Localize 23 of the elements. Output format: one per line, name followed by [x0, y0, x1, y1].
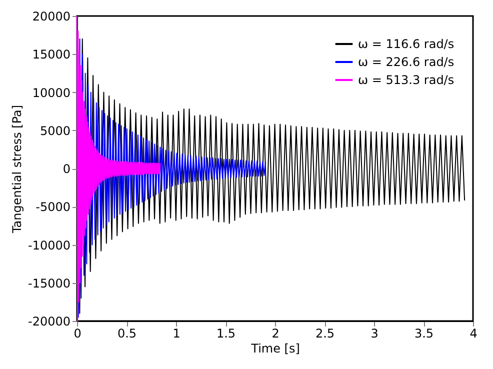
x-tick-label: 0.5 — [117, 326, 137, 340]
y-tick-label: 15000 — [32, 48, 70, 62]
legend-label: ω = 226.6 rad/s — [358, 55, 454, 69]
y-tick-label: 0 — [62, 162, 70, 176]
y-tick-label: 10000 — [32, 86, 70, 100]
x-axis-title: Time [s] — [250, 342, 300, 356]
y-tick-label: 20000 — [32, 10, 70, 24]
x-tick-label: 2 — [272, 326, 280, 340]
x-tick-label: 3 — [370, 326, 378, 340]
legend-label: ω = 116.6 rad/s — [358, 37, 454, 51]
x-tick-label: 1 — [172, 326, 180, 340]
x-tick-label: 3.5 — [414, 326, 434, 340]
x-tick-label: 2.5 — [315, 326, 335, 340]
y-tick-label: 5000 — [40, 124, 70, 138]
y-tick-label: -15000 — [28, 276, 70, 290]
x-tick-label: 4 — [470, 326, 478, 340]
y-tick-label: -10000 — [28, 238, 70, 252]
x-tick-label: 0 — [74, 326, 82, 340]
x-tick-label: 1.5 — [216, 326, 236, 340]
legend-label: ω = 513.3 rad/s — [358, 73, 454, 87]
y-tick-label: -5000 — [36, 200, 70, 214]
y-axis-title: Tangential stress [Pa] — [10, 104, 24, 234]
y-tick-label: -20000 — [28, 314, 70, 328]
